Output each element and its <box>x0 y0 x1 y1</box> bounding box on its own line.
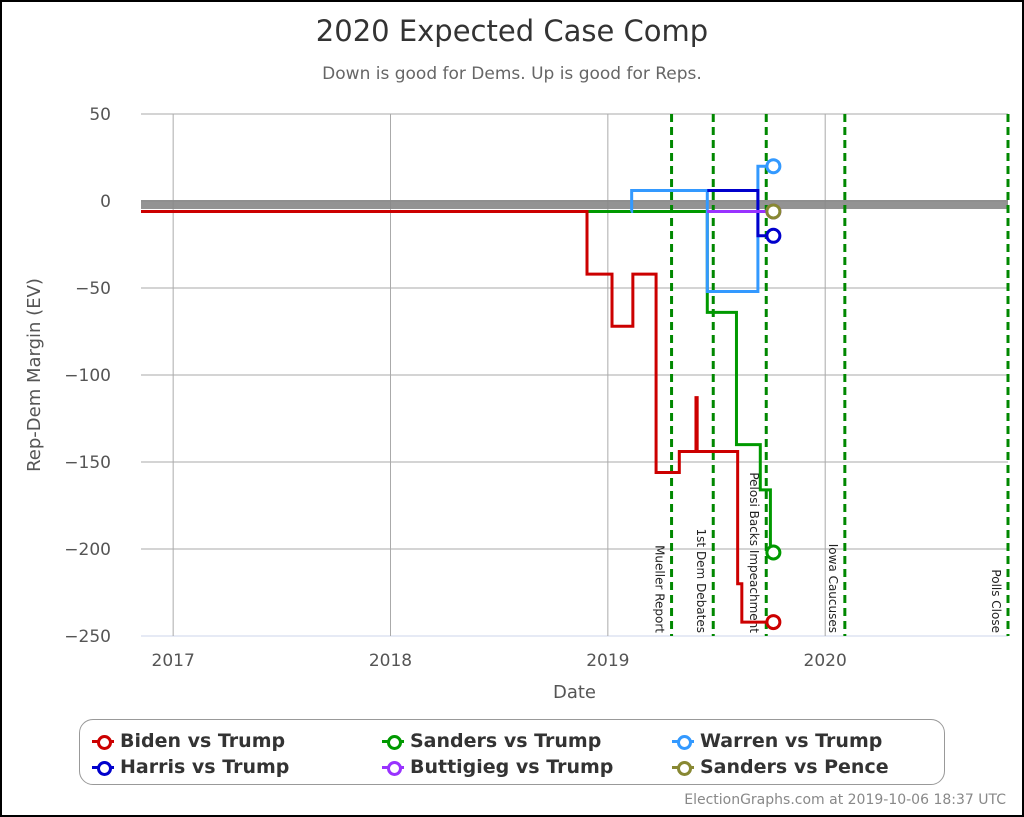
y-axis-label: Rep-Dem Margin (EV) <box>24 278 45 472</box>
event-label: Iowa Caucuses <box>826 544 840 633</box>
y-tick-label: −50 <box>75 279 111 299</box>
series-end-marker <box>765 544 782 561</box>
chart-subtitle: Down is good for Dems. Up is good for Re… <box>322 64 702 84</box>
y-tick-label: −100 <box>64 366 111 386</box>
series-line <box>630 164 774 293</box>
legend-marker-icon <box>672 760 694 776</box>
legend-item-buttigieg[interactable]: Buttigieg vs Trump <box>382 756 613 778</box>
x-tick-label: 2019 <box>586 651 629 671</box>
y-tick-label: 0 <box>100 192 111 212</box>
legend: Biden vs Trump Sanders vs Trump Warren v… <box>79 719 945 785</box>
credit: ElectionGraphs.com at 2019-10-06 18:37 U… <box>684 792 1006 808</box>
x-axis-label: Date <box>553 682 596 703</box>
series-end-marker <box>765 203 782 220</box>
legend-marker-icon <box>382 734 404 750</box>
series-end-marker <box>765 158 782 175</box>
legend-label: Sanders vs Trump <box>410 730 602 752</box>
legend-marker-icon <box>92 760 114 776</box>
event-label: Polls Close <box>989 569 1003 633</box>
x-tick-label: 2020 <box>804 651 847 671</box>
y-tick-label: 50 <box>89 105 111 125</box>
legend-item-warren[interactable]: Warren vs Trump <box>672 730 882 752</box>
series-end-marker <box>765 614 782 631</box>
legend-label: Buttigieg vs Trump <box>410 756 614 778</box>
series-line <box>141 209 774 624</box>
y-tick-label: −150 <box>64 453 111 473</box>
legend-item-sanders[interactable]: Sanders vs Trump <box>382 730 601 752</box>
legend-marker-icon <box>382 760 404 776</box>
y-tick-label: −250 <box>64 627 111 647</box>
legend-label: Harris vs Trump <box>120 756 290 778</box>
x-tick-label: 2018 <box>369 651 412 671</box>
legend-marker-icon <box>672 734 694 750</box>
series-line <box>707 189 774 238</box>
series-line <box>141 209 774 554</box>
event-label: 1st Dem Debates <box>694 529 708 633</box>
legend-label: Biden vs Trump <box>120 730 286 752</box>
y-tick-label: −200 <box>64 540 111 560</box>
legend-label: Sanders vs Pence <box>700 756 889 778</box>
legend-label: Warren vs Trump <box>700 730 883 752</box>
legend-marker-icon <box>92 734 114 750</box>
chart-title: 2020 Expected Case Comp <box>315 14 709 48</box>
event-label: Pelosi Backs Impeachment <box>747 472 761 633</box>
event-label: Mueller Report <box>653 545 667 633</box>
series-end-marker <box>765 227 782 244</box>
legend-item-biden[interactable]: Biden vs Trump <box>92 730 285 752</box>
legend-item-harris[interactable]: Harris vs Trump <box>92 756 289 778</box>
x-tick-label: 2017 <box>152 651 195 671</box>
legend-item-sanders-pence[interactable]: Sanders vs Pence <box>672 756 889 778</box>
